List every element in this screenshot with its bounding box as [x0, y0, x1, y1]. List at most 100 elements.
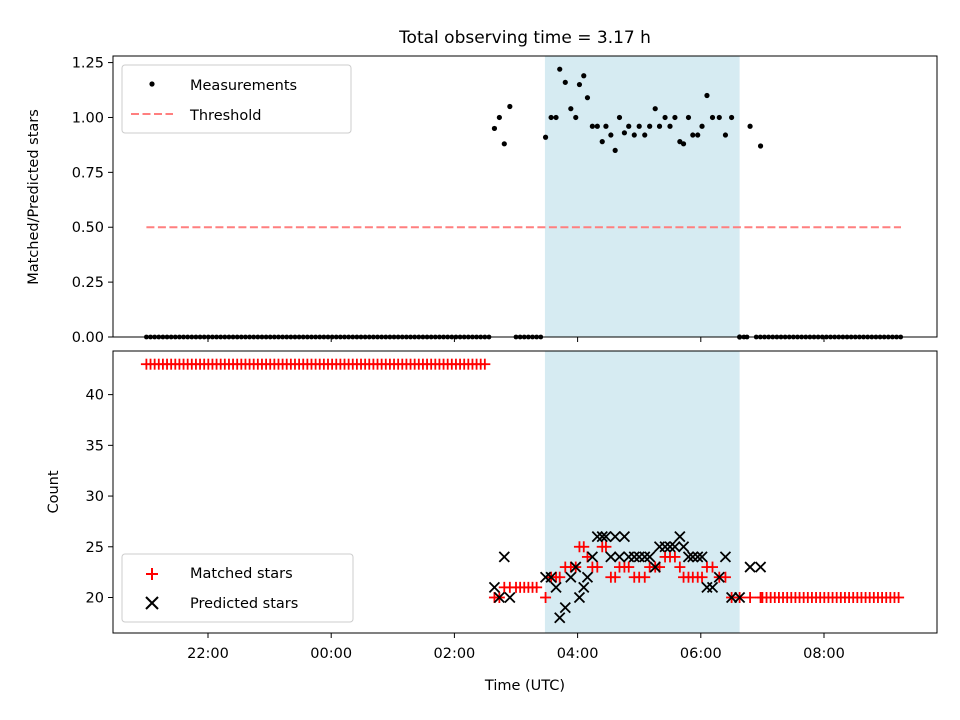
- measurement-point: [603, 123, 609, 129]
- measurement-point: [584, 95, 591, 101]
- measurement-point: [576, 81, 583, 88]
- predicted-star-marker: [719, 551, 732, 563]
- matched-star-marker: [893, 591, 905, 603]
- bottom-panel: 20 25 30 35 40 22:00 00:00 02:00 04:00 06:00 08:0…: [46, 350, 938, 694]
- measurement-point: [553, 114, 559, 121]
- x-tick-label: 02:00: [434, 646, 476, 662]
- matched-star-marker: [578, 541, 590, 553]
- y-tick-label: 1.00: [72, 110, 104, 126]
- measurement-point: [667, 123, 673, 129]
- bottom-y-axis-ticks: 20 25 30 35 40: [86, 388, 113, 606]
- y-tick-label: 0.25: [72, 275, 104, 291]
- measurement-point: [642, 132, 648, 138]
- measurement-point: [729, 114, 735, 121]
- predicted-star-marker: [565, 571, 577, 583]
- measurement-point: [581, 73, 587, 79]
- measurement-point: [562, 79, 568, 85]
- measurement-point: [709, 114, 716, 121]
- measurement-point: [685, 114, 692, 121]
- predicted-star-marker: [488, 581, 501, 593]
- legend-predicted-marker: [145, 596, 159, 610]
- matched-star-marker: [504, 581, 516, 593]
- predicted-star-marker: [639, 551, 651, 563]
- measurement-point: [672, 114, 678, 121]
- predicted-star-marker: [713, 571, 725, 583]
- measurement-point: [491, 125, 498, 132]
- predicted-star-marker: [649, 561, 661, 573]
- predicted-star-marker: [744, 561, 756, 573]
- predicted-star-marker: [669, 541, 681, 553]
- matched-star-marker: [531, 581, 543, 593]
- predicted-star-marker: [504, 591, 516, 604]
- legend-threshold-label: Threshold: [189, 108, 261, 124]
- matched-star-marker: [674, 561, 686, 573]
- top-panel: 0.00 0.25 0.50 0.75 1.00 1.25 Total observing…: [26, 28, 938, 346]
- matched-star-marker: [744, 591, 756, 603]
- predicted-star-marker: [613, 551, 626, 563]
- measurement-point: [704, 92, 710, 99]
- y-tick-label: 0.75: [72, 165, 104, 181]
- measurement-point: [501, 141, 507, 147]
- measurement-point: [594, 123, 600, 129]
- predicted-star-marker: [628, 551, 640, 563]
- measurement-point: [507, 103, 513, 110]
- y-tick-label: 25: [86, 540, 104, 556]
- measurement-point: [612, 147, 618, 153]
- predicted-star-marker: [696, 551, 708, 563]
- measurement-point: [662, 114, 668, 121]
- measurement-point: [680, 141, 687, 147]
- x-tick-label: 04:00: [557, 646, 599, 662]
- predicted-star-marker: [591, 530, 603, 543]
- predicted-star-marker: [570, 561, 582, 573]
- measurement-point: [722, 132, 729, 138]
- x-tick-label: 00:00: [310, 646, 352, 662]
- measurement-point: [548, 114, 554, 121]
- matched-star-marker: [696, 571, 708, 583]
- y-tick-label: 0.00: [72, 330, 104, 346]
- predicted-star-marker: [706, 581, 719, 593]
- top-y-axis-ticks: 0.00 0.25 0.50 0.75 1.00 1.25: [72, 56, 113, 346]
- top-legend: Measurements Threshold: [121, 64, 352, 134]
- matched-star-marker: [600, 541, 612, 553]
- predicted-star-marker: [664, 541, 676, 553]
- top-observing-window-shade: [544, 56, 740, 337]
- measurement-point: [599, 139, 605, 145]
- predicted-star-marker: [581, 571, 594, 583]
- legend-measurements-label: Measurements: [190, 78, 297, 94]
- matched-star-marker: [554, 571, 566, 583]
- measurement-point: [647, 123, 653, 129]
- predicted-star-marker: [605, 551, 617, 563]
- x-tick-label: 22:00: [187, 646, 229, 662]
- matched-star-marker: [639, 571, 651, 583]
- predicted-star-marker: [618, 530, 631, 543]
- matched-star-marker: [669, 551, 681, 563]
- y-tick-label: 40: [86, 388, 104, 404]
- y-tick-label: 35: [86, 438, 104, 454]
- measurement-point: [747, 123, 753, 129]
- predicted-star-marker: [573, 591, 586, 604]
- bottom-x-axis-ticks: 22:00 00:00 02:00 04:00 06:00 08:00: [187, 633, 845, 662]
- predicted-star-marker: [644, 551, 656, 563]
- legend-matched-label: Matched stars: [190, 566, 293, 582]
- measurement-point: [621, 130, 628, 136]
- matched-star-marker: [707, 561, 719, 573]
- y-tick-label: 30: [86, 489, 104, 505]
- x-tick-label: 08:00: [803, 646, 845, 662]
- count-points: [140, 358, 905, 624]
- predicted-star-marker: [545, 571, 557, 583]
- predicted-star-marker: [687, 551, 699, 563]
- measurement-points: [491, 66, 764, 340]
- x-axis-label: Time (UTC): [484, 678, 565, 694]
- predicted-star-marker: [596, 530, 608, 543]
- predicted-star-marker: [578, 581, 590, 593]
- legend-measurements-marker: [149, 81, 155, 87]
- measurement-point: [652, 106, 658, 112]
- y-tick-label: 1.25: [72, 56, 104, 72]
- measurement-point: [757, 143, 764, 149]
- legend-predicted-label: Predicted stars: [190, 596, 298, 612]
- measurement-point: [699, 123, 705, 129]
- measurement-point: [631, 132, 637, 138]
- measurement-point: [626, 123, 632, 129]
- top-y-axis-label: Matched/Predicted stars: [26, 109, 42, 285]
- predicted-star-marker: [682, 551, 695, 563]
